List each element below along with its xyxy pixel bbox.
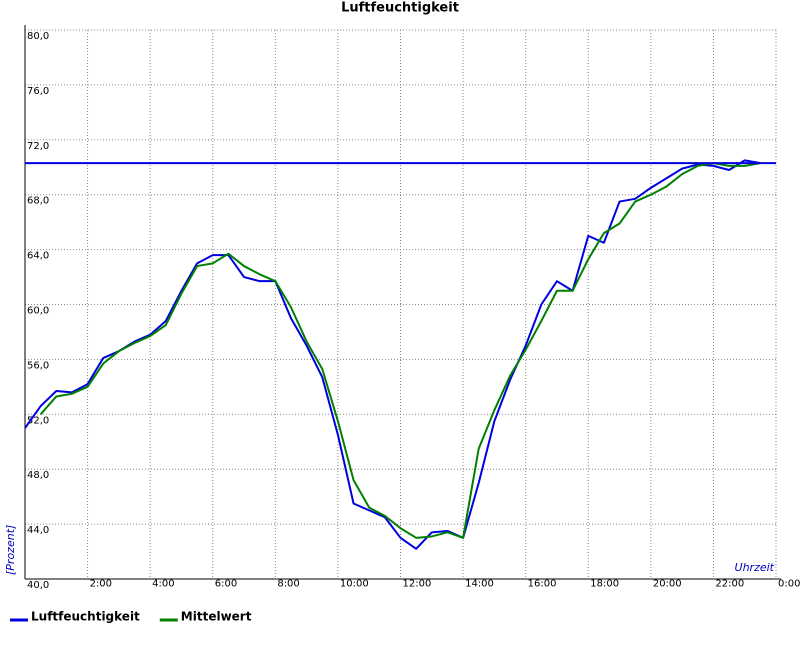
y-tick-label: 68,0 xyxy=(27,196,49,207)
x-tick-label: 18:00 xyxy=(590,578,619,589)
y-tick-label: 76,0 xyxy=(27,86,49,97)
y-tick-label: 64,0 xyxy=(27,251,49,262)
y-tick-label: 80,0 xyxy=(27,31,49,42)
x-axis-label: Uhrzeit xyxy=(735,561,775,574)
x-tick-label: 14:00 xyxy=(465,578,494,589)
chart-title: Luftfeuchtigkeit xyxy=(341,1,459,16)
y-tick-label: 48,0 xyxy=(27,470,49,481)
x-tick-label: 4:00 xyxy=(152,578,174,589)
y-axis-label: [Prozent] xyxy=(4,525,17,575)
x-tick-label: 16:00 xyxy=(528,578,557,589)
x-tick-label: 8:00 xyxy=(277,578,299,589)
y-tick-label: 44,0 xyxy=(27,525,49,536)
legend-label: Luftfeuchtigkeit xyxy=(31,610,140,624)
y-tick-label: 56,0 xyxy=(27,360,49,371)
y-tick-label: 60,0 xyxy=(27,306,49,317)
x-tick-label: 10:00 xyxy=(340,578,369,589)
data-line xyxy=(39,162,761,539)
data-line xyxy=(24,159,761,550)
x-tick-label: 12:00 xyxy=(403,578,432,589)
x-tick-label: 20:00 xyxy=(653,578,682,589)
y-tick-label: 72,0 xyxy=(27,141,49,152)
x-tick-label: 6:00 xyxy=(215,578,237,589)
y-tick-label: 40,0 xyxy=(27,580,49,591)
legend-label: Mittelwert xyxy=(181,610,252,624)
x-tick-label: 2:00 xyxy=(90,578,112,589)
y-tick-label: 52,0 xyxy=(27,415,49,426)
x-tick-label: 22:00 xyxy=(715,578,744,589)
x-tick-label: 0:00 xyxy=(778,578,800,589)
